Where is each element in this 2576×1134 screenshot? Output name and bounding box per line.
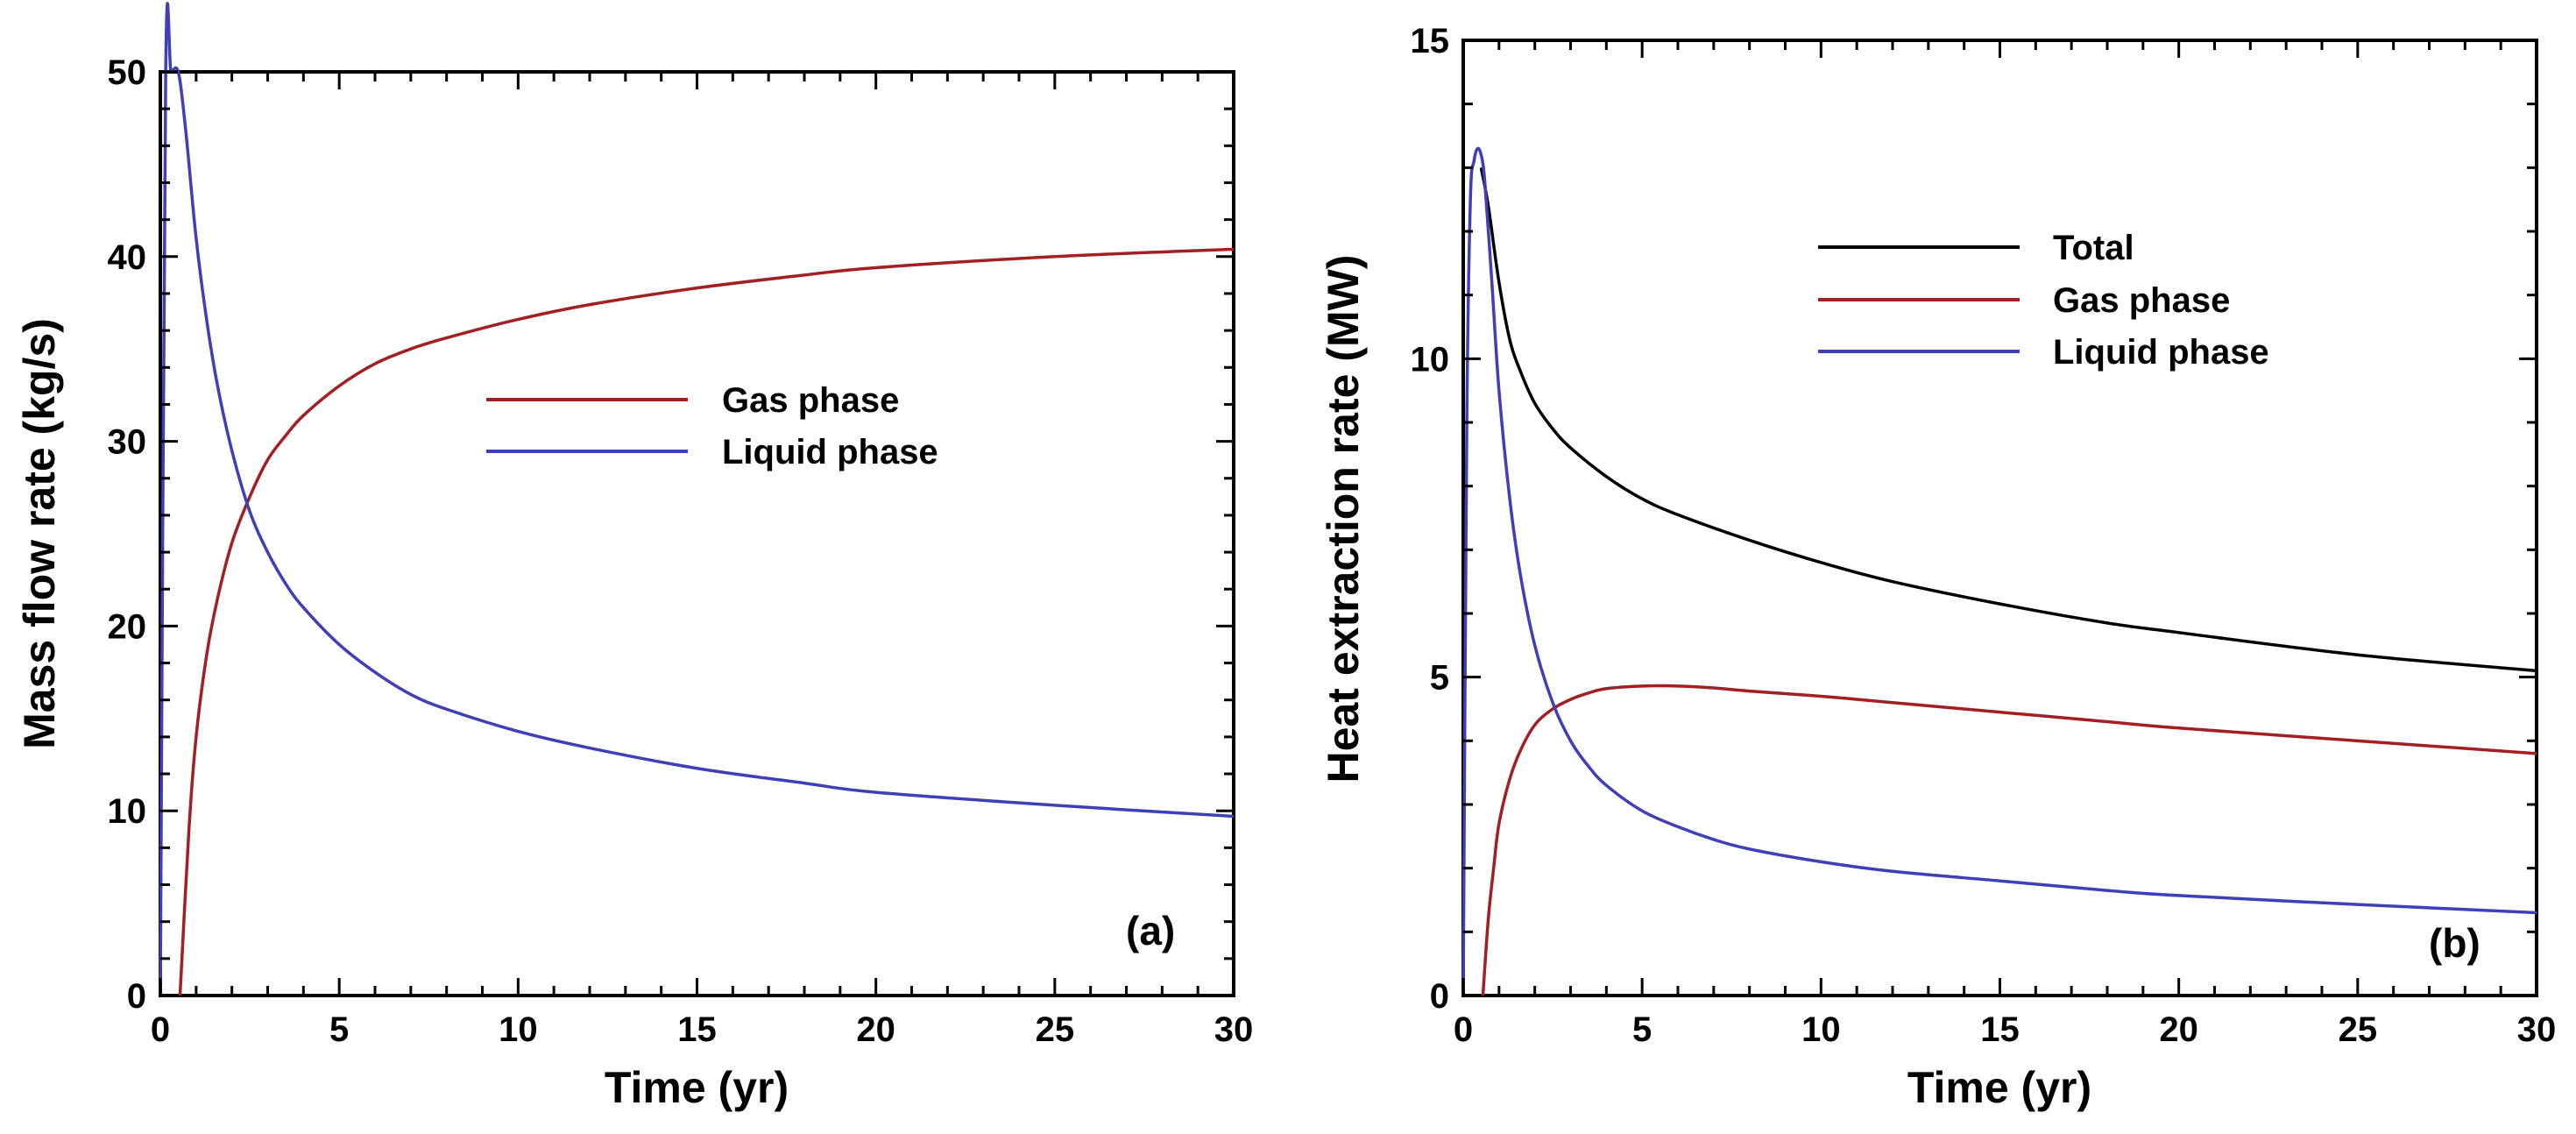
panel-a-legend: Gas phase Liquid phase	[486, 381, 938, 471]
panel-b-y-tick-label: 5	[1430, 659, 1449, 698]
panel-b-x-tick-label: 25	[2339, 1010, 2378, 1049]
panel-b-y-tick-label: 10	[1411, 340, 1450, 379]
panel-b-legend-label-total: Total	[2053, 229, 2134, 267]
panel-a-x-tick-label: 5	[329, 1010, 349, 1049]
panel-a-y-tick-label: 0	[127, 977, 146, 1016]
panel-b-legend: Total Gas phase Liquid phase	[1818, 229, 2269, 372]
panel-a-x-axis-title: Time (yr)	[605, 1063, 789, 1112]
panel-b-heat-extraction-chart: 0 5 10 15 20 25 30 0 5 10 15 Time (yr) Heat extrac…	[1319, 22, 2556, 1112]
panel-b-x-tick-label: 15	[1980, 1010, 2020, 1049]
panel-b-x-tick-label: 10	[1801, 1010, 1841, 1049]
panel-b-x-axis-title: Time (yr)	[1907, 1063, 2091, 1112]
panel-a-plot-frame	[159, 70, 1235, 997]
panel-b-x-tick-label: 20	[2159, 1010, 2198, 1049]
panel-b-series-gas-phase-line	[1481, 684, 2537, 996]
panel-b-series-liquid-phase-line	[1461, 146, 2537, 996]
panel-a-label: (a)	[1126, 908, 1175, 953]
panel-a-y-tick-label: 20	[108, 607, 147, 646]
panel-b-y-tick-label: 15	[1411, 22, 1450, 60]
panel-a-series-liquid-phase-line	[159, 2, 1235, 996]
panel-b-x-tick-label: 5	[1632, 1010, 1652, 1049]
panel-a-x-tick-label: 15	[677, 1010, 717, 1049]
panel-b-legend-label-liquid: Liquid phase	[2053, 333, 2269, 372]
panel-a-x-tick-label: 10	[499, 1010, 538, 1049]
panel-a-legend-label-liquid: Liquid phase	[722, 433, 938, 471]
panel-a-mass-flow-chart: 0 5 10 15 20 25 30 0 10 20 30 40 50 Time (yr) Mass f…	[15, 2, 1254, 1112]
panel-a-x-tick-label: 30	[1214, 1010, 1254, 1049]
panel-a-legend-label-gas: Gas phase	[722, 381, 899, 420]
panel-b-label: (b)	[2429, 920, 2480, 966]
panel-b-x-tick-label: 0	[1454, 1010, 1473, 1049]
panel-a-series-gas-phase-line	[178, 247, 1235, 996]
panel-a-x-tick-label: 25	[1036, 1010, 1075, 1049]
panel-a-y-tick-label: 40	[108, 238, 147, 277]
panel-a-y-tick-label: 10	[108, 792, 147, 831]
panel-a-x-tick-label: 0	[151, 1010, 170, 1049]
panel-b-y-tick-label: 0	[1430, 977, 1449, 1016]
panel-a-y-axis-title: Mass flow rate (kg/s)	[15, 318, 64, 749]
panel-b-y-axis-title: Heat extraction rate (MW)	[1319, 255, 1368, 783]
panel-a-x-tick-label: 20	[856, 1010, 895, 1049]
panel-b-series-total-line	[1479, 167, 2537, 673]
panel-b-plot-frame	[1461, 39, 2538, 997]
panel-b-x-tick-label: 30	[2517, 1010, 2557, 1049]
panel-a-y-tick-label: 50	[108, 53, 147, 92]
panel-a-y-tick-label: 30	[108, 423, 147, 462]
panel-b-legend-label-gas: Gas phase	[2053, 281, 2230, 320]
